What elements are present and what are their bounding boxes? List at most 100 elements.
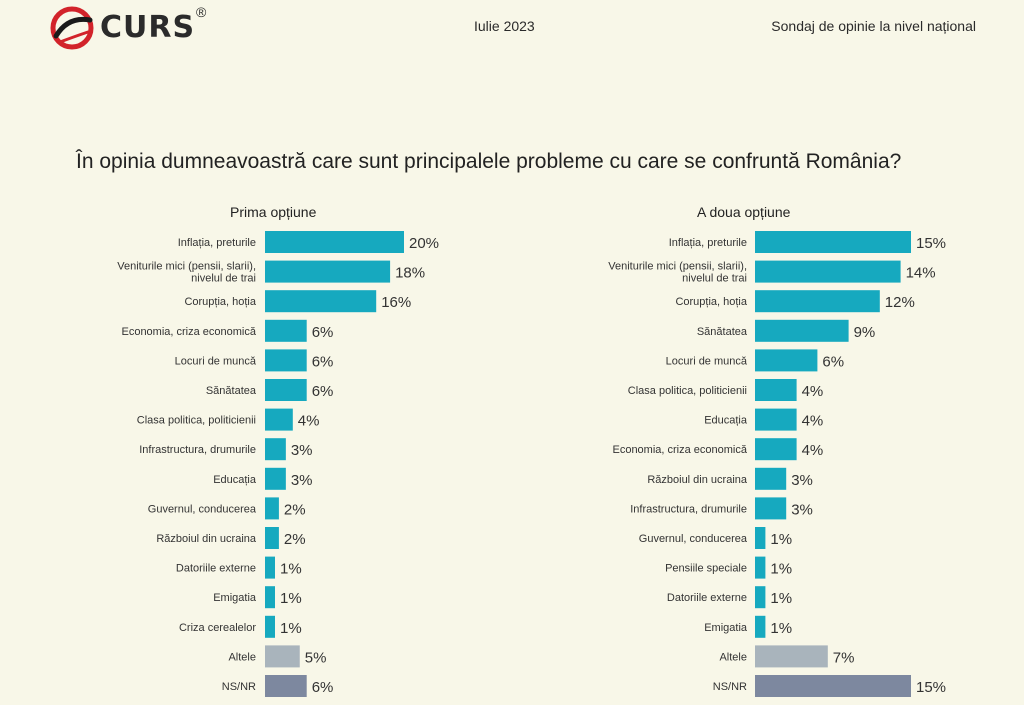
category-label: Războiul din ucraina bbox=[156, 533, 257, 545]
value-label: 1% bbox=[770, 531, 792, 548]
bar bbox=[755, 408, 797, 431]
category-label: Sănătatea bbox=[206, 385, 257, 397]
panel-title-first-option: Prima opțiune bbox=[230, 204, 317, 220]
category-label: Locuri de muncă bbox=[666, 355, 748, 367]
category-label: Educația bbox=[704, 415, 748, 427]
bar bbox=[265, 497, 279, 520]
value-label: 12% bbox=[885, 294, 915, 311]
category-label: Economia, criza economică bbox=[121, 326, 256, 338]
value-label: 4% bbox=[802, 442, 824, 459]
bar bbox=[265, 349, 307, 372]
category-label: Infrastructura, drumurile bbox=[630, 503, 747, 515]
bar bbox=[755, 467, 787, 490]
value-label: 2% bbox=[284, 531, 306, 548]
bar bbox=[265, 615, 275, 638]
bar bbox=[265, 527, 279, 549]
bar bbox=[265, 260, 391, 283]
category-label: Inflația, preturile bbox=[669, 237, 747, 249]
category-label: Guvernul, conducerea bbox=[639, 533, 748, 545]
category-label: Infrastructura, drumurile bbox=[139, 444, 256, 456]
category-label: Altele bbox=[228, 651, 256, 663]
bar bbox=[755, 349, 818, 372]
bar bbox=[265, 379, 307, 401]
value-label: 6% bbox=[312, 383, 334, 400]
bar bbox=[265, 319, 307, 342]
bar bbox=[755, 675, 911, 697]
value-label: 15% bbox=[916, 235, 946, 252]
bar bbox=[755, 615, 766, 638]
value-label: 15% bbox=[916, 679, 946, 696]
category-label: Corupția, hoția bbox=[184, 296, 256, 308]
bar bbox=[755, 260, 901, 283]
category-label: Clasa politica, politicienii bbox=[137, 415, 256, 427]
header-date: Iulie 2023 bbox=[474, 18, 535, 34]
category-label: Altele bbox=[719, 651, 747, 663]
value-label: 3% bbox=[291, 442, 313, 459]
value-label: 6% bbox=[312, 679, 334, 696]
category-label: Veniturile mici (pensii, slarii), nivelul… bbox=[117, 261, 256, 285]
value-label: 20% bbox=[409, 235, 439, 252]
chart-first-option: Inflația, preturile 20% Veniturile mici (p… bbox=[117, 231, 439, 697]
logo-swirl-icon bbox=[50, 6, 94, 50]
bar bbox=[265, 586, 275, 609]
value-label: 4% bbox=[802, 413, 824, 430]
value-label: 3% bbox=[791, 472, 813, 489]
value-label: 1% bbox=[770, 590, 792, 607]
panel-title-second-option: A doua opțiune bbox=[697, 204, 791, 220]
bar bbox=[755, 556, 766, 579]
category-label: Emigatia bbox=[704, 622, 748, 634]
value-label: 3% bbox=[791, 501, 813, 518]
category-label: NS/NR bbox=[222, 681, 256, 693]
value-label: 3% bbox=[291, 472, 313, 489]
question-title: În opinia dumneavoastră care sunt princi… bbox=[76, 150, 902, 173]
category-label: Veniturile mici (pensii, slarii), nivelul… bbox=[608, 261, 747, 285]
category-label: Războiul din ucraina bbox=[647, 474, 748, 486]
category-label: Economia, criza economică bbox=[612, 444, 747, 456]
category-label: Datoriile externe bbox=[667, 592, 747, 604]
bar bbox=[755, 290, 880, 313]
bar bbox=[755, 231, 911, 253]
category-label: Corupția, hoția bbox=[675, 296, 747, 308]
category-label: Datoriile externe bbox=[176, 563, 256, 575]
value-label: 16% bbox=[381, 294, 411, 311]
bar bbox=[265, 645, 300, 668]
bar bbox=[265, 438, 286, 461]
brand-name: CURS bbox=[100, 10, 196, 45]
value-label: 5% bbox=[305, 649, 327, 666]
category-label: Criza cerealelor bbox=[179, 622, 256, 634]
category-label: Inflația, preturile bbox=[178, 237, 256, 249]
category-label: Sănătatea bbox=[697, 326, 748, 338]
header-survey-type: Sondaj de opinie la nivel național bbox=[771, 18, 976, 34]
value-label: 6% bbox=[822, 353, 844, 370]
value-label: 6% bbox=[312, 324, 334, 341]
bar bbox=[755, 379, 797, 401]
bar bbox=[755, 645, 828, 668]
category-label: Locuri de muncă bbox=[175, 355, 257, 367]
value-label: 1% bbox=[770, 561, 792, 578]
bar bbox=[265, 231, 404, 253]
bar bbox=[755, 527, 766, 549]
category-label: Clasa politica, politicienii bbox=[628, 385, 747, 397]
value-label: 1% bbox=[770, 620, 792, 637]
value-label: 18% bbox=[395, 265, 425, 282]
header: CURS ® Iulie 2023 Sondaj de opinie la ni… bbox=[0, 0, 1024, 60]
value-label: 4% bbox=[802, 383, 824, 400]
value-label: 14% bbox=[906, 265, 936, 282]
registered-mark: ® bbox=[196, 4, 207, 20]
value-label: 1% bbox=[280, 590, 302, 607]
bar bbox=[755, 319, 849, 342]
bar bbox=[265, 556, 275, 579]
category-label: Educația bbox=[213, 474, 257, 486]
curs-logo: CURS ® bbox=[48, 4, 218, 50]
value-label: 4% bbox=[298, 413, 320, 430]
value-label: 1% bbox=[280, 561, 302, 578]
bar bbox=[755, 586, 766, 609]
value-label: 2% bbox=[284, 501, 306, 518]
bar bbox=[265, 675, 307, 697]
bar bbox=[755, 438, 797, 461]
value-label: 1% bbox=[280, 620, 302, 637]
category-label: Emigatia bbox=[213, 592, 257, 604]
category-label: Pensiile speciale bbox=[665, 563, 747, 575]
category-label: Guvernul, conducerea bbox=[148, 503, 257, 515]
